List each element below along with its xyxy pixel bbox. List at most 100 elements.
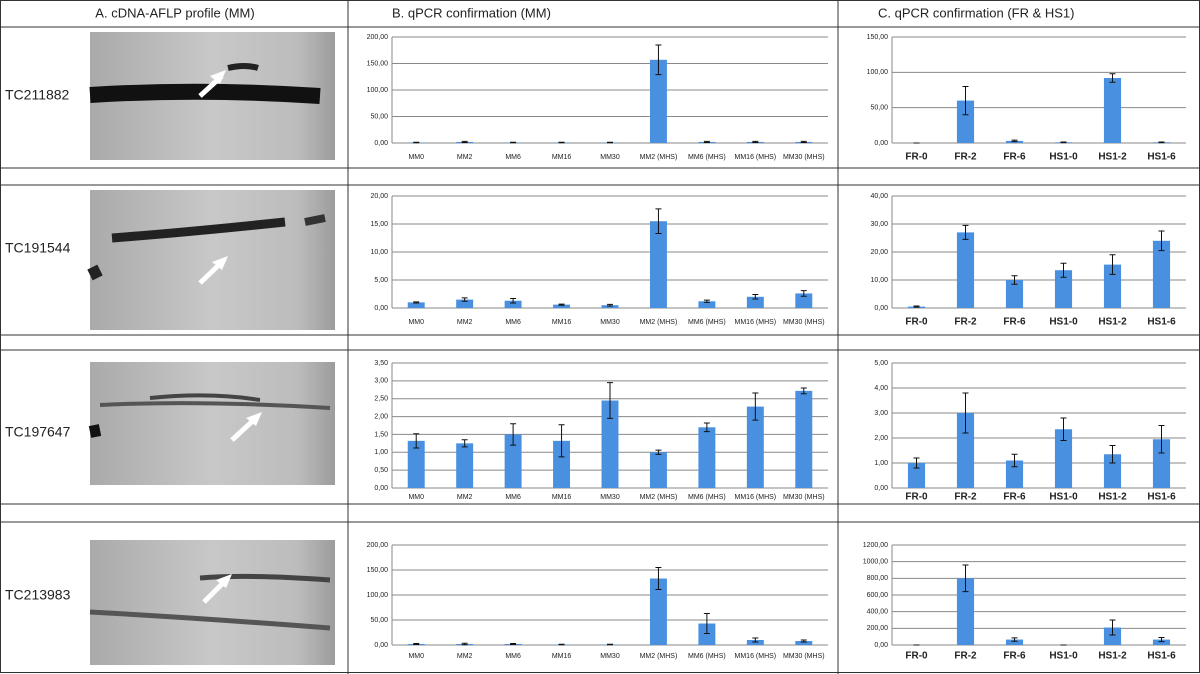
x-tick-label: MM30 (MHS) [783, 653, 825, 660]
error-bar [413, 643, 420, 645]
bar [504, 434, 522, 488]
y-tick-label: 2,00 [874, 435, 888, 442]
x-tick-label: MM0 [408, 653, 424, 660]
bar [1103, 627, 1122, 645]
error-bar [607, 643, 613, 646]
x-tick-label: MM16 (MHS) [735, 494, 777, 501]
y-tick-label: 5,00 [874, 360, 888, 367]
error-bar [703, 299, 710, 303]
error-bar [800, 639, 807, 643]
x-tick-label: MM0 [408, 319, 424, 326]
y-tick-label: 1,50 [374, 431, 388, 438]
error-bar [655, 208, 662, 235]
error-bar [1158, 230, 1165, 252]
bar [1152, 439, 1171, 488]
error-bar [461, 642, 468, 646]
error-bar [558, 303, 565, 306]
x-tick-label: MM6 [505, 319, 521, 326]
bar [1152, 240, 1171, 308]
gene-label: TC213983 [5, 587, 71, 603]
y-tick-label: 50,00 [370, 113, 388, 120]
x-tick-label: MM6 [505, 653, 521, 660]
bar [746, 406, 764, 488]
y-tick-label: 2,00 [374, 413, 388, 420]
x-tick-label: FR-6 [1003, 492, 1026, 503]
x-tick-label: FR-0 [905, 492, 928, 503]
y-tick-label: 50,00 [370, 617, 388, 624]
y-tick-label: 3,00 [874, 410, 888, 417]
y-tick-label: 200,00 [867, 625, 889, 632]
bar [553, 440, 571, 488]
x-tick-label: FR-6 [1003, 152, 1026, 163]
y-tick-label: 0,50 [374, 467, 388, 474]
bar [795, 641, 813, 645]
error-bar [1060, 141, 1067, 144]
bar [1005, 280, 1024, 308]
bar [795, 390, 813, 488]
x-tick-label: MM6 (MHS) [688, 319, 726, 326]
x-tick-label: HS1-0 [1049, 317, 1078, 328]
x-tick-label: MM16 (MHS) [735, 653, 777, 660]
bar [1054, 429, 1073, 488]
bar [1005, 460, 1024, 488]
bar [1152, 639, 1171, 645]
panel-header: B. qPCR confirmation (MM) [392, 5, 551, 20]
bar [553, 304, 571, 308]
bar [649, 452, 667, 488]
y-tick-label: 15,00 [370, 221, 388, 228]
bar [746, 296, 764, 308]
y-tick-label: 1,00 [374, 449, 388, 456]
error-bar [1060, 417, 1067, 441]
bar [1103, 264, 1122, 308]
y-tick-label: 0,00 [374, 305, 388, 312]
y-tick-label: 100,00 [367, 592, 389, 599]
x-tick-label: HS1-2 [1098, 651, 1127, 662]
x-tick-label: MM30 [600, 154, 620, 161]
error-bar [510, 141, 517, 144]
y-tick-label: 4,00 [874, 385, 888, 392]
x-tick-label: HS1-0 [1049, 152, 1078, 163]
x-tick-label: HS1-2 [1098, 492, 1127, 503]
x-tick-label: MM30 (MHS) [783, 494, 825, 501]
bar [1054, 270, 1073, 308]
x-tick-label: MM6 (MHS) [688, 653, 726, 660]
bar [956, 232, 975, 308]
y-tick-label: 20,00 [870, 249, 888, 256]
error-bar [703, 422, 710, 433]
bar [407, 440, 425, 488]
panel-header: A. cDNA-AFLP profile (MM) [95, 5, 254, 20]
gene-label: TC191544 [5, 240, 71, 256]
x-tick-label: MM30 [600, 653, 620, 660]
error-bar [703, 613, 710, 634]
bar [795, 293, 813, 308]
error-bar [1060, 262, 1067, 278]
bar [698, 301, 716, 308]
bar [504, 300, 522, 308]
error-bar [607, 303, 613, 307]
bar [456, 299, 474, 308]
error-bar [558, 643, 565, 646]
x-tick-label: MM0 [408, 154, 424, 161]
bar [1103, 454, 1122, 488]
x-tick-label: MM16 (MHS) [735, 319, 777, 326]
y-tick-label: 600,00 [867, 592, 889, 599]
bar [407, 302, 425, 308]
error-bar [800, 140, 807, 143]
x-tick-label: FR-2 [954, 651, 977, 662]
error-bar [1109, 73, 1116, 83]
y-tick-label: 50,00 [870, 105, 888, 112]
error-bar [655, 44, 662, 76]
bar [698, 427, 716, 488]
y-tick-label: 400,00 [867, 609, 889, 616]
x-tick-label: FR-0 [905, 317, 928, 328]
x-tick-label: MM16 [552, 154, 572, 161]
error-bar [558, 141, 565, 144]
x-tick-label: MM6 [505, 154, 521, 161]
bar [956, 578, 975, 645]
y-tick-label: 3,50 [374, 360, 388, 367]
y-tick-label: 150,00 [867, 34, 889, 41]
x-tick-label: MM2 [457, 319, 473, 326]
error-bar [752, 140, 759, 143]
y-tick-label: 0,00 [874, 642, 888, 649]
